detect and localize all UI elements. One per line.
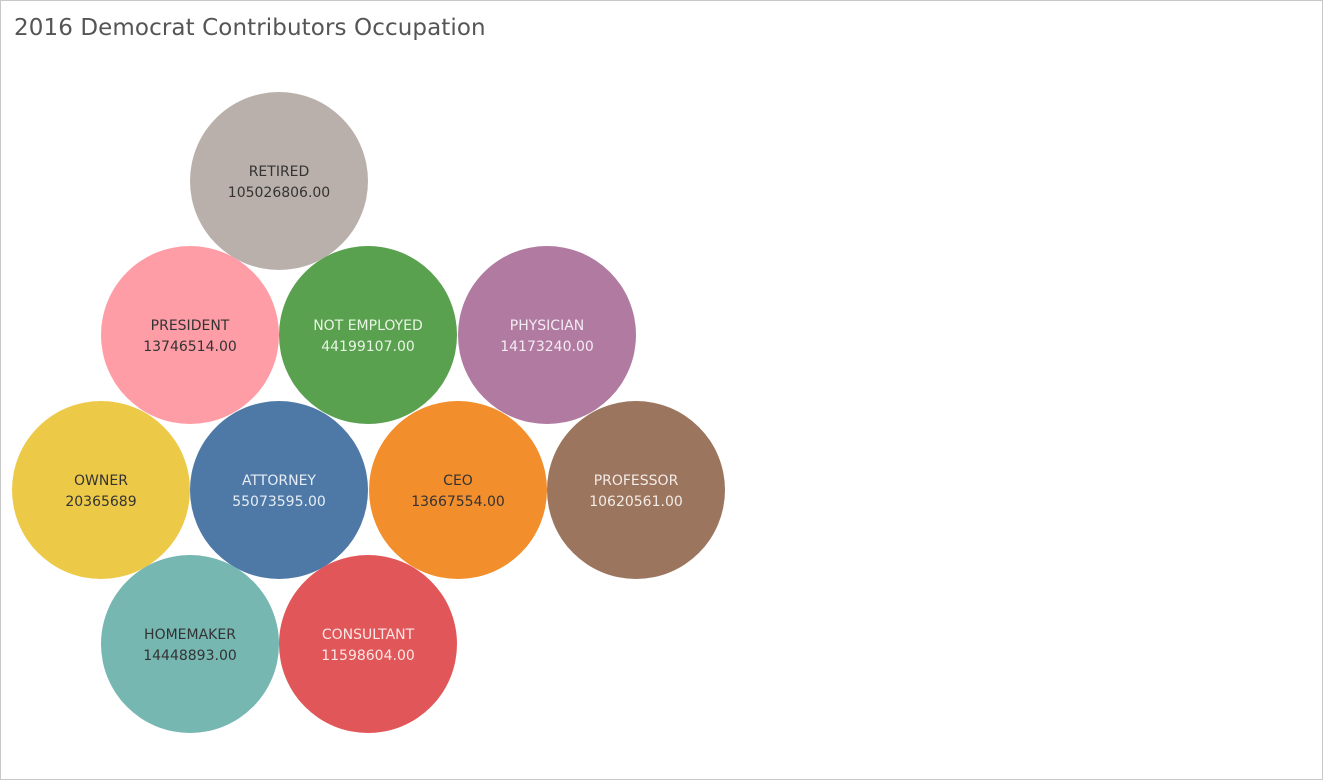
bubble-consultant[interactable]: CONSULTANT 11598604.00 (279, 555, 457, 733)
bubble-label-owner: OWNER (74, 473, 128, 489)
bubble-circle-homemaker[interactable] (101, 555, 279, 733)
bubble-value-consultant: 11598604.00 (321, 648, 415, 664)
bubble-label-not-employed: NOT EMPLOYED (313, 318, 423, 334)
bubble-circle-attorney[interactable] (190, 401, 368, 579)
bubble-value-not-employed: 44199107.00 (321, 339, 415, 355)
chart-title: 2016 Democrat Contributors Occupation (14, 15, 486, 41)
bubble-circle-owner[interactable] (12, 401, 190, 579)
bubble-value-retired: 105026806.00 (228, 185, 330, 201)
bubble-retired[interactable]: RETIRED 105026806.00 (190, 92, 368, 270)
bubble-label-physician: PHYSICIAN (510, 318, 585, 334)
bubble-value-attorney: 55073595.00 (232, 494, 326, 510)
bubble-label-consultant: CONSULTANT (322, 627, 415, 643)
bubble-circle-consultant[interactable] (279, 555, 457, 733)
bubble-ceo[interactable]: CEO 13667554.00 (369, 401, 547, 579)
bubble-circle-not-employed[interactable] (279, 246, 457, 424)
bubble-label-retired: RETIRED (249, 164, 310, 180)
bubble-circle-retired[interactable] (190, 92, 368, 270)
bubble-layer: RETIRED 105026806.00 PRESIDENT 13746514.00 N… (12, 92, 725, 733)
bubble-label-ceo: CEO (443, 473, 473, 489)
bubble-value-professor: 10620561.00 (589, 494, 683, 510)
bubble-circle-ceo[interactable] (369, 401, 547, 579)
bubble-value-physician: 14173240.00 (500, 339, 594, 355)
bubble-professor[interactable]: PROFESSOR 10620561.00 (547, 401, 725, 579)
bubble-owner[interactable]: OWNER 20365689 (12, 401, 190, 579)
bubble-value-owner: 20365689 (65, 494, 136, 510)
bubble-not-employed[interactable]: NOT EMPLOYED 44199107.00 (279, 246, 457, 424)
bubble-attorney[interactable]: ATTORNEY 55073595.00 (190, 401, 368, 579)
bubble-value-ceo: 13667554.00 (411, 494, 505, 510)
bubble-physician[interactable]: PHYSICIAN 14173240.00 (458, 246, 636, 424)
bubble-value-president: 13746514.00 (143, 339, 237, 355)
bubble-label-president: PRESIDENT (151, 318, 230, 334)
bubble-value-homemaker: 14448893.00 (143, 648, 237, 664)
bubble-label-homemaker: HOMEMAKER (144, 627, 236, 643)
bubble-label-professor: PROFESSOR (594, 473, 679, 489)
bubble-circle-president[interactable] (101, 246, 279, 424)
bubble-homemaker[interactable]: HOMEMAKER 14448893.00 (101, 555, 279, 733)
bubble-president[interactable]: PRESIDENT 13746514.00 (101, 246, 279, 424)
bubble-label-attorney: ATTORNEY (242, 473, 316, 489)
bubble-circle-professor[interactable] (547, 401, 725, 579)
bubble-circle-physician[interactable] (458, 246, 636, 424)
